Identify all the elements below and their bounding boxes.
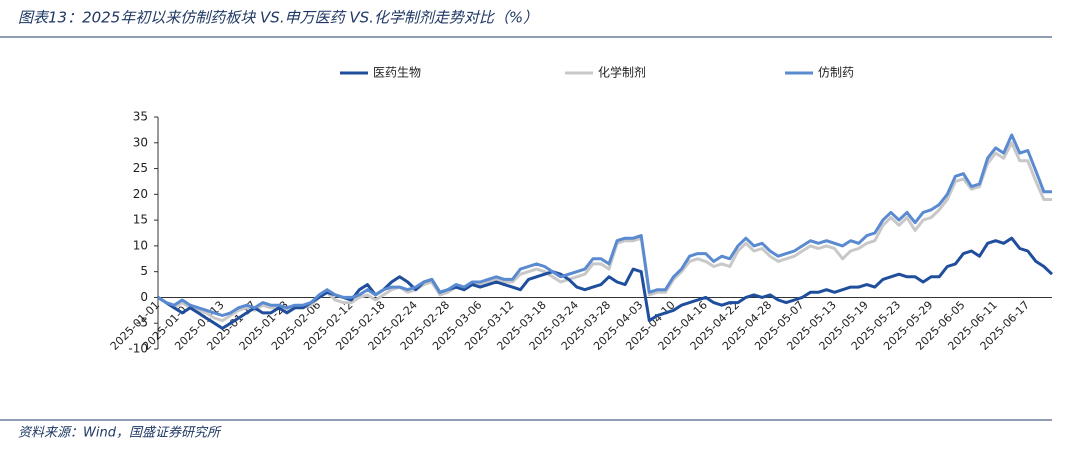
y-tick-label: -10 xyxy=(128,342,148,356)
source: 资料来源：Wind，国盛证券研究所 xyxy=(18,425,222,441)
legend-label: 化学制剂 xyxy=(598,65,646,80)
legend-label: 仿制药 xyxy=(818,66,854,80)
y-tick-label: 10 xyxy=(133,238,148,252)
y-tick-label: 20 xyxy=(133,187,148,201)
legend-label: 医药生物 xyxy=(373,66,421,80)
y-tick-label: 25 xyxy=(133,161,148,175)
series-line xyxy=(157,141,1052,323)
y-tick-label: 30 xyxy=(133,135,148,149)
y-tick-label: -5 xyxy=(136,316,148,330)
series-line xyxy=(157,133,1052,317)
y-tick-label: 5 xyxy=(140,264,148,278)
y-tick-label: 0 xyxy=(140,290,148,304)
chart-title: 图表13：2025年初以来仿制药板块 VS.申万医药 VS.化学制剂走势对比（%… xyxy=(18,9,538,27)
y-tick-label: 35 xyxy=(133,110,148,124)
y-tick-label: 15 xyxy=(133,213,148,227)
